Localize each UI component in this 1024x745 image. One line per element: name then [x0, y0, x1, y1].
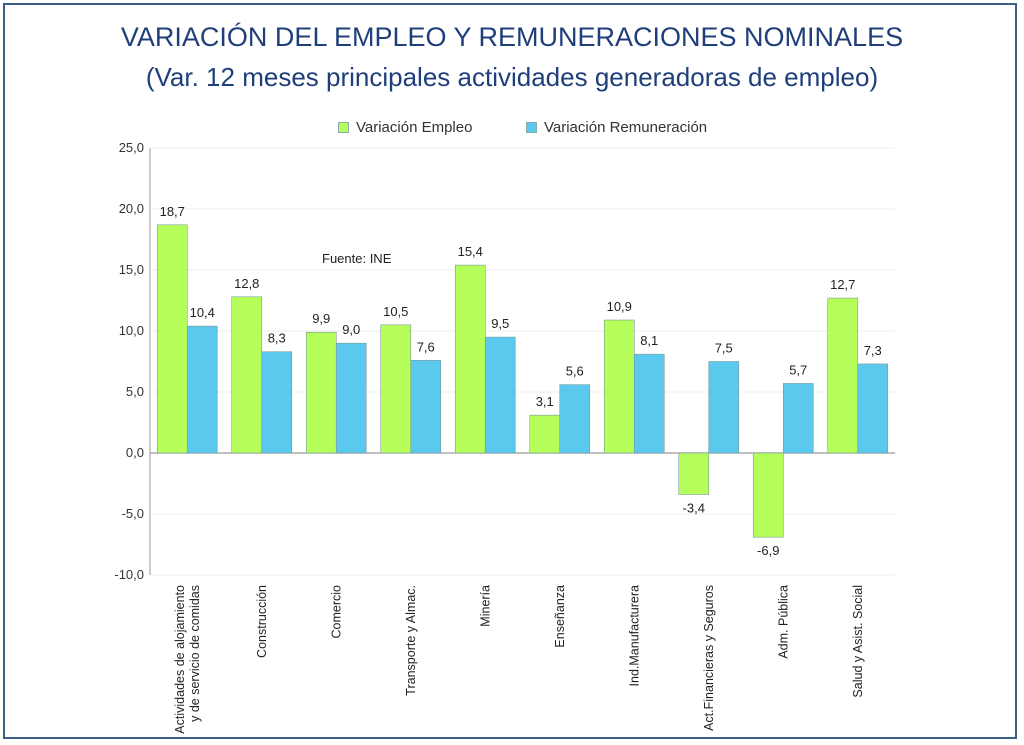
- bar-remuneracion: [782, 383, 814, 454]
- x-tick-label-line: Construcción: [255, 585, 269, 658]
- bar-remuneracion: [857, 363, 889, 454]
- data-label-empleo: 10,9: [607, 299, 632, 314]
- chart-title: VARIACIÓN DEL EMPLEO Y REMUNERACIONES NO…: [120, 22, 904, 52]
- x-tick-label-line: y de servicio de comidas: [188, 585, 202, 722]
- y-tick-label: 20,0: [119, 201, 144, 216]
- y-tick-label: 5,0: [126, 384, 144, 399]
- data-label-empleo: 18,7: [160, 204, 185, 219]
- bar-empleo: [380, 324, 412, 454]
- x-tick-label: Comercio: [329, 585, 343, 639]
- legend-label-remuneracion: Variación Remuneración: [544, 119, 708, 136]
- data-label-empleo: -6,9: [757, 543, 779, 558]
- bar-remuneracion: [335, 342, 367, 454]
- data-label-empleo: 3,1: [536, 394, 554, 409]
- x-tick-label-line: Adm. Pública: [776, 585, 790, 659]
- data-label-remuneracion: 8,1: [640, 333, 658, 348]
- data-label-remuneracion: 5,6: [566, 364, 584, 379]
- x-tick-label: Act.Financieras y Seguros: [702, 585, 716, 731]
- x-tick-label-line: Minería: [478, 585, 492, 627]
- x-tick-label-line: Transporte y Almac.: [404, 585, 418, 696]
- data-label-remuneracion: 9,5: [491, 316, 509, 331]
- x-tick-label: Transporte y Almac.: [404, 585, 418, 696]
- bar-remuneracion: [186, 325, 218, 454]
- legend-swatch-empleo: [338, 122, 349, 133]
- y-tick-label: 0,0: [126, 445, 144, 460]
- bar-remuneracion: [708, 361, 740, 454]
- data-label-remuneracion: 5,7: [789, 362, 807, 377]
- x-tick-label: Salud y Asist. Social: [851, 585, 865, 698]
- bar-empleo: [454, 264, 486, 454]
- bar-remuneracion: [261, 351, 293, 454]
- data-label-empleo: -3,4: [683, 500, 705, 515]
- legend: Variación Empleo Variación Remuneración: [0, 115, 1024, 139]
- bar-empleo: [305, 331, 337, 454]
- bar-remuneracion: [410, 359, 442, 454]
- x-tick-label: Minería: [478, 585, 492, 627]
- legend-swatch-remuneracion: [526, 122, 537, 133]
- bar-empleo: [603, 319, 635, 454]
- y-tick-label: -5,0: [122, 506, 144, 521]
- data-label-remuneracion: 7,6: [417, 339, 435, 354]
- y-tick-label: -10,0: [114, 567, 144, 582]
- chart-subtitle: (Var. 12 meses principales actividades g…: [145, 62, 879, 92]
- bar-empleo: [529, 414, 561, 454]
- bar-empleo: [231, 296, 263, 454]
- y-tick-label: 25,0: [119, 140, 144, 155]
- y-tick-label: 10,0: [119, 323, 144, 338]
- x-tick-label: Actividades de alojamiento y de servicio …: [173, 585, 202, 734]
- bar-remuneracion: [633, 353, 665, 454]
- data-label-remuneracion: 7,5: [715, 341, 733, 356]
- x-tick-label-line: Enseñanza: [553, 585, 567, 648]
- data-label-remuneracion: 9,0: [342, 322, 360, 337]
- y-tick-label: 15,0: [119, 262, 144, 277]
- data-label-remuneracion: 10,4: [190, 305, 215, 320]
- x-tick-label-line: Act.Financieras y Seguros: [702, 585, 716, 731]
- data-label-empleo: 12,8: [234, 276, 259, 291]
- legend-item-empleo: Variación Empleo: [338, 119, 472, 136]
- bar-empleo: [156, 224, 188, 454]
- x-tick-label-line: Comercio: [329, 585, 343, 639]
- data-label-empleo: 10,5: [383, 304, 408, 319]
- data-label-empleo: 9,9: [312, 311, 330, 326]
- x-tick-label: Adm. Pública: [776, 585, 790, 659]
- bar-empleo: [678, 452, 710, 495]
- legend-item-remuneracion: Variación Remuneración: [526, 119, 707, 136]
- data-label-empleo: 12,7: [830, 277, 855, 292]
- legend-label-empleo: Variación Empleo: [356, 119, 473, 136]
- x-tick-label-line: Ind.Manufacturera: [627, 585, 641, 686]
- source-note: Fuente: INE: [322, 251, 392, 266]
- x-tick-label-line: Salud y Asist. Social: [851, 585, 865, 698]
- data-label-empleo: 15,4: [458, 244, 483, 259]
- bar-empleo: [827, 297, 859, 454]
- x-tick-label: Enseñanza: [553, 585, 567, 648]
- x-tick-label: Construcción: [255, 585, 269, 658]
- x-tick-label: Ind.Manufacturera: [627, 585, 641, 686]
- x-tick-label-line: Actividades de alojamiento: [173, 585, 187, 734]
- data-label-remuneracion: 7,3: [864, 343, 882, 358]
- data-label-remuneracion: 8,3: [268, 331, 286, 346]
- bar-remuneracion: [559, 384, 591, 454]
- bar-remuneracion: [484, 336, 516, 454]
- bar-empleo: [752, 452, 784, 538]
